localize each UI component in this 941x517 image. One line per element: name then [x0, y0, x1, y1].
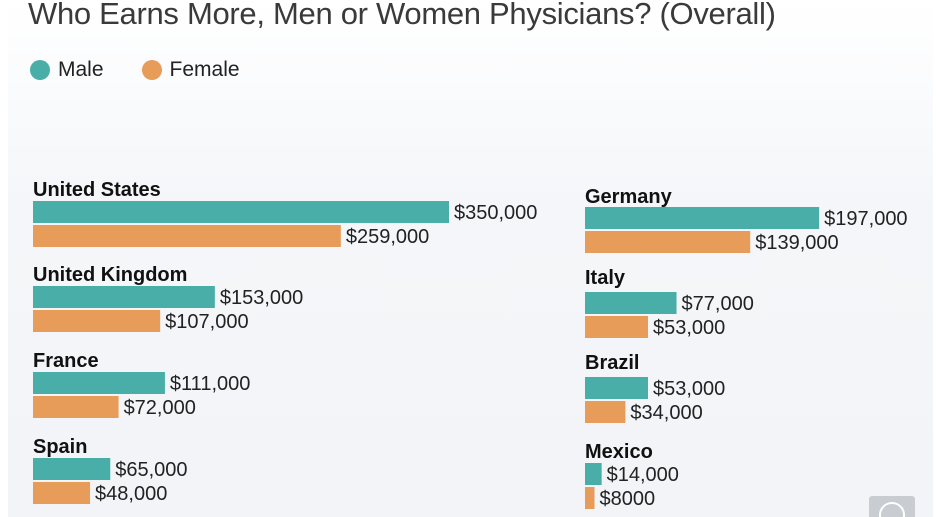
- country-label-france: France: [33, 350, 99, 372]
- country-label-united-kingdom: United Kingdom: [33, 264, 187, 286]
- country-label-brazil: Brazil: [585, 352, 639, 374]
- country-label-spain: Spain: [33, 436, 87, 458]
- bar-male-italy: [585, 292, 677, 314]
- bar-male-united-states: [33, 201, 449, 223]
- value-label-female-brazil: $34,000: [630, 402, 702, 424]
- value-label-male-france: $111,000: [170, 373, 250, 395]
- bar-female-italy: [585, 316, 648, 338]
- bar-male-france: [33, 372, 165, 394]
- bar-female-united-states: [33, 225, 341, 247]
- bar-female-spain: [33, 482, 91, 504]
- bar-female-united-kingdom: [33, 310, 161, 332]
- legend-item-male: Male: [30, 58, 104, 82]
- legend-swatch-female: [141, 60, 162, 80]
- bar-female-brazil: [585, 401, 626, 423]
- bar-male-brazil: [585, 377, 648, 399]
- chart-panel: [8, 0, 933, 517]
- legend-label-female: Female: [169, 58, 240, 81]
- country-label-italy: Italy: [585, 267, 626, 289]
- value-label-female-france: $72,000: [124, 397, 196, 419]
- country-label-united-states: United States: [33, 179, 161, 201]
- bar-male-mexico: [585, 463, 602, 485]
- legend-label-male: Male: [58, 58, 104, 81]
- value-label-female-germany: $139,000: [755, 232, 838, 254]
- value-label-male-spain: $65,000: [115, 459, 187, 481]
- legend-swatch-male: [30, 60, 50, 80]
- scroll-down-button[interactable]: [869, 496, 915, 517]
- arrow-down-circle-icon: [879, 502, 905, 517]
- value-label-male-united-states: $350,000: [454, 202, 537, 224]
- bar-male-spain: [33, 458, 111, 480]
- value-label-male-brazil: $53,000: [653, 378, 725, 400]
- bar-female-france: [33, 396, 119, 418]
- country-label-germany: Germany: [585, 186, 673, 208]
- value-label-female-spain: $48,000: [95, 483, 167, 505]
- bar-male-germany: [585, 207, 820, 229]
- value-label-male-united-kingdom: $153,000: [220, 287, 303, 309]
- value-label-female-united-states: $259,000: [346, 226, 429, 248]
- bar-female-mexico: [585, 487, 595, 509]
- value-label-male-germany: $197,000: [824, 208, 907, 230]
- bar-male-united-kingdom: [33, 286, 215, 308]
- country-label-mexico: Mexico: [585, 441, 653, 463]
- legend: Male Female: [30, 58, 278, 82]
- legend-item-female: Female: [141, 58, 240, 82]
- value-label-female-italy: $53,000: [653, 317, 725, 339]
- value-label-male-mexico: $14,000: [607, 464, 679, 486]
- value-label-female-united-kingdom: $107,000: [165, 311, 248, 333]
- value-label-male-italy: $77,000: [682, 293, 754, 315]
- value-label-female-mexico: $8000: [600, 488, 656, 510]
- chart-title: Who Earns More, Men or Women Physicians?…: [28, 0, 776, 31]
- bar-female-germany: [585, 231, 751, 253]
